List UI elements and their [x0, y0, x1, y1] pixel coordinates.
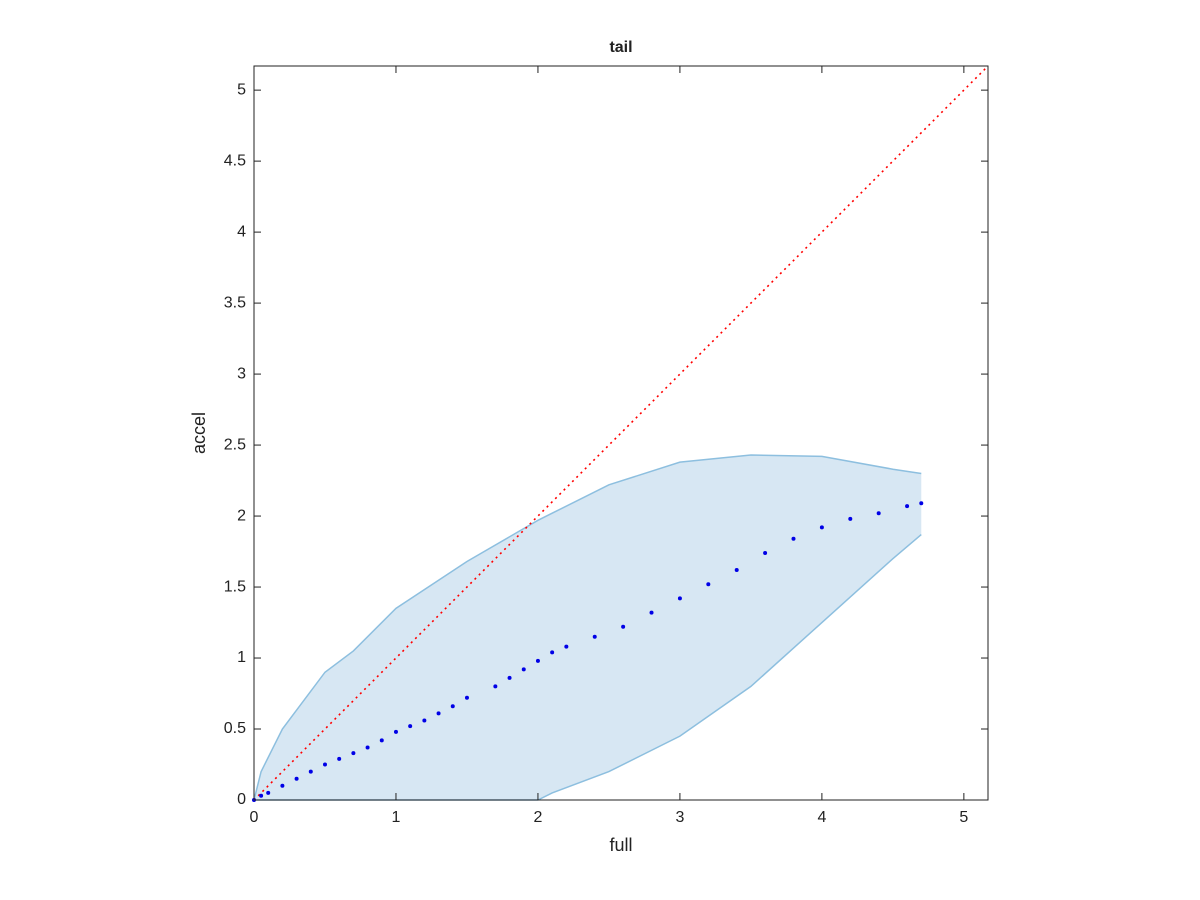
point [351, 751, 356, 756]
y-tick-label: 2 [237, 507, 246, 524]
point [408, 724, 413, 729]
band-fill [254, 455, 922, 800]
band-upper-edge [253, 454, 922, 801]
point [848, 516, 853, 521]
x-tick-label: 4 [817, 809, 826, 826]
point [791, 536, 796, 541]
point [493, 684, 498, 689]
point [521, 667, 526, 672]
point [436, 711, 441, 716]
point [535, 658, 540, 663]
y-tick-label: 1.5 [224, 578, 246, 595]
point [734, 568, 739, 573]
point [592, 634, 597, 639]
x-axis-label: full [609, 835, 632, 855]
x-tick-label: 3 [675, 809, 684, 826]
point [294, 776, 299, 781]
x-tick-label: 1 [392, 809, 401, 826]
point [876, 511, 881, 516]
point [322, 762, 327, 767]
x-tick-label: 5 [959, 809, 968, 826]
y-tick-label: 4 [237, 223, 246, 240]
point [819, 525, 824, 530]
point [266, 790, 271, 795]
point [649, 610, 654, 615]
y-tick-label: 1 [237, 649, 246, 666]
point [337, 756, 342, 761]
point [677, 596, 682, 601]
y-axis-label: accel [189, 412, 209, 454]
point [280, 783, 285, 788]
axes-box [253, 65, 989, 801]
point [550, 650, 555, 655]
point [905, 504, 910, 509]
y-tick-label: 2.5 [224, 436, 246, 453]
point [259, 793, 264, 798]
point [450, 704, 455, 709]
point [308, 769, 313, 774]
y-tick-label: 5 [237, 81, 246, 98]
point [464, 695, 469, 700]
point [393, 729, 398, 734]
y-tick-label: 3.5 [224, 294, 246, 311]
point [621, 624, 626, 629]
point [919, 501, 924, 506]
point [379, 738, 384, 743]
y-tick-label: 4.5 [224, 152, 246, 169]
point [507, 675, 512, 680]
x-tick-label: 0 [250, 809, 259, 826]
y-tick-label: 0 [237, 791, 246, 808]
point [763, 550, 768, 555]
point [365, 745, 370, 750]
x-tick-label: 2 [533, 809, 542, 826]
chart-title: tail [609, 39, 632, 56]
y-tick-label: 3 [237, 365, 246, 382]
y-tick-label: 0.5 [224, 720, 246, 737]
reference-line [253, 65, 989, 801]
point [706, 582, 711, 587]
point [422, 718, 427, 723]
point [564, 644, 569, 649]
